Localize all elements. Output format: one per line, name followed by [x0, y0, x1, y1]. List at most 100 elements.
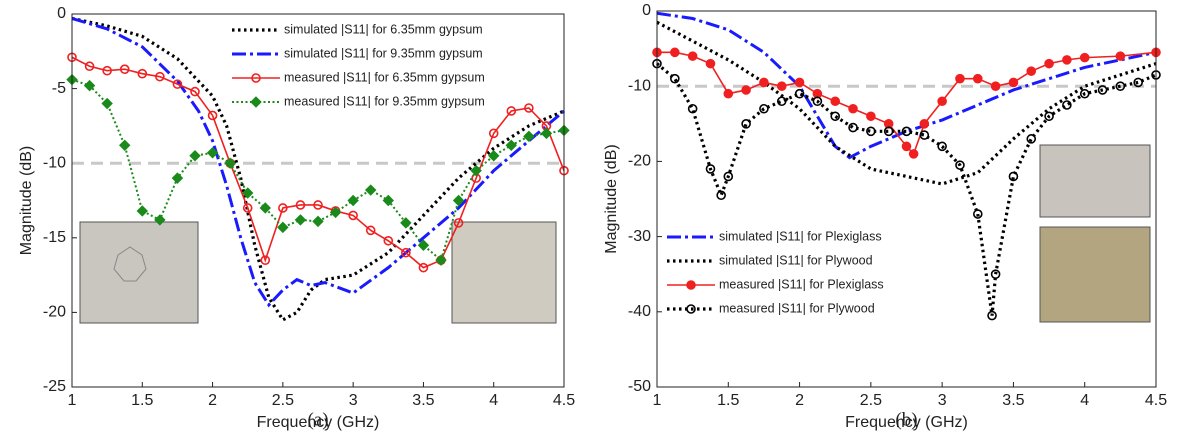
marker [329, 206, 342, 219]
marker [1008, 77, 1019, 88]
marker [101, 97, 113, 110]
legend-label: simulated |S11| for 9.35mm gypsum [284, 46, 483, 60]
marker [759, 77, 769, 88]
caption: (b) [895, 409, 917, 430]
x-tick-label: 3 [938, 392, 947, 409]
marker [189, 150, 201, 162]
x-tick-label: 4.5 [1145, 392, 1167, 409]
y-tick-label: -15 [43, 229, 66, 246]
marker [908, 149, 919, 159]
marker [251, 73, 261, 83]
marker [741, 85, 751, 95]
inset-photo [79, 221, 199, 324]
marker [506, 106, 517, 116]
x-tick-label: 3.5 [412, 392, 434, 409]
marker [1062, 55, 1072, 65]
marker [540, 127, 553, 140]
marker [972, 209, 983, 219]
legend-label: measured |S11| for Plexiglass [719, 277, 884, 291]
marker [172, 79, 183, 89]
marker [919, 119, 930, 129]
marker [670, 73, 680, 84]
marker [260, 255, 271, 265]
marker [242, 203, 253, 213]
caption: (a) [307, 409, 328, 430]
series-line [71, 16, 565, 322]
marker [1079, 52, 1090, 63]
marker [901, 126, 912, 137]
inset-photo [1039, 226, 1151, 323]
marker [812, 96, 823, 107]
x-axis-label: Frequency (GHz) [845, 414, 968, 431]
x-tick-label: 1.5 [131, 392, 153, 409]
legend-label: simulated |S11| for 6.35mm gypsum [284, 22, 483, 36]
marker [136, 205, 148, 217]
inset-photo [451, 221, 557, 324]
marker [883, 126, 894, 137]
marker [524, 103, 534, 113]
y-tick-label: -30 [628, 228, 651, 245]
marker [154, 214, 166, 226]
marker [794, 88, 805, 99]
x-tick-label: 2.5 [272, 392, 294, 409]
marker [488, 150, 500, 162]
marker [207, 110, 218, 121]
marker [705, 58, 716, 69]
legend-label: measured |S11| for 6.35mm gypsum [284, 70, 485, 84]
marker [190, 86, 200, 97]
marker [670, 47, 680, 58]
marker [794, 77, 805, 88]
marker [250, 96, 262, 108]
marker [382, 194, 394, 207]
marker [990, 269, 1001, 280]
marker [278, 203, 288, 213]
marker [137, 68, 148, 79]
marker [937, 141, 947, 152]
marker [470, 164, 482, 177]
y-tick-label: -40 [628, 303, 651, 320]
marker [155, 71, 165, 82]
marker [417, 239, 430, 251]
marker [83, 79, 96, 92]
marker [102, 65, 112, 76]
marker [830, 96, 841, 107]
marker [1097, 85, 1108, 95]
marker [723, 171, 734, 182]
marker [383, 235, 394, 246]
legend: simulated |S11| for Plexiglass simulated … [667, 229, 884, 315]
marker [1115, 51, 1126, 61]
y-tick-label: -5 [52, 80, 66, 97]
marker [453, 218, 464, 228]
x-tick-label: 4 [489, 392, 498, 409]
series-line [657, 51, 1157, 156]
marker [295, 200, 306, 210]
marker [741, 119, 751, 129]
marker [1079, 88, 1090, 99]
marker [955, 160, 965, 170]
x-axis-label: Frequency (GHz) [257, 414, 380, 431]
marker [716, 190, 726, 201]
marker [242, 187, 254, 199]
marker [759, 103, 769, 114]
marker [259, 202, 271, 214]
marker [348, 210, 358, 221]
series-line [71, 17, 565, 308]
marker [687, 51, 698, 61]
marker [1026, 134, 1037, 144]
marker [401, 247, 411, 258]
x-tick-label: 1 [653, 392, 662, 409]
y-tick-label: -25 [43, 378, 66, 395]
marker [972, 73, 983, 84]
marker [1044, 58, 1054, 69]
marker [119, 139, 131, 152]
legend-label: measured |S11| for 9.35mm gypsum [284, 94, 485, 108]
x-tick-label: 1 [68, 392, 77, 409]
marker [1133, 77, 1143, 88]
marker [313, 200, 323, 210]
x-tick-label: 4.5 [553, 392, 575, 409]
series-line [71, 56, 565, 269]
marker [452, 194, 465, 207]
marker [1062, 100, 1072, 110]
legend: simulated |S11| for 6.35mm gypsum simulat… [232, 22, 485, 108]
